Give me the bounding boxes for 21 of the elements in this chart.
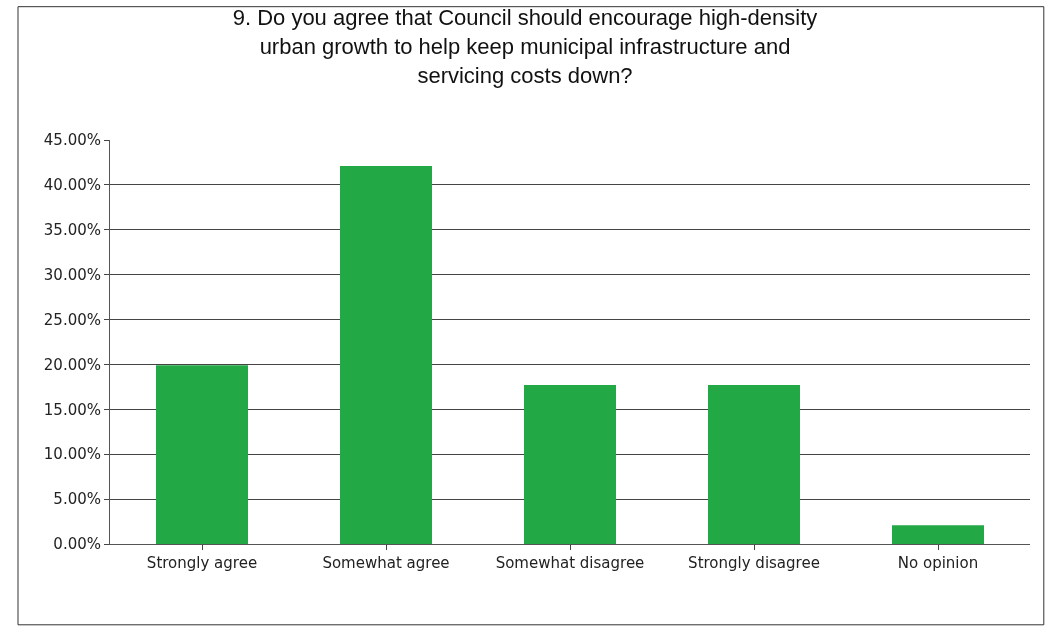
y-tick-label: 20.00% [43,355,101,374]
bar [156,365,248,544]
x-tick-label: Somewhat agree [322,554,450,572]
bar [524,385,616,544]
bar [708,385,800,544]
y-tick-label: 10.00% [43,445,101,464]
y-tick-label: 40.00% [43,176,101,195]
chart-title: 9. Do you agree that Council should encourage high-density urban growth to help keep municipal infrastructure and servicing costs down? [232,5,818,88]
y-tick-label: 30.00% [43,265,101,284]
y-tick-label: 45.00% [43,131,101,150]
x-tick-label: Somewhat disagree [495,554,645,572]
y-tick-label: 35.00% [43,221,101,240]
y-tick-label: 0.00% [53,535,101,554]
x-tick-label: No opinion [897,554,979,572]
y-tick-label: 5.00% [53,490,101,509]
bar [892,525,984,544]
x-tick-label: Strongly agree [146,554,258,572]
y-tick-label: 25.00% [43,310,101,329]
bar [340,166,432,544]
x-tick-label: Strongly disagree [688,554,820,572]
y-tick-label: 15.00% [43,400,101,419]
